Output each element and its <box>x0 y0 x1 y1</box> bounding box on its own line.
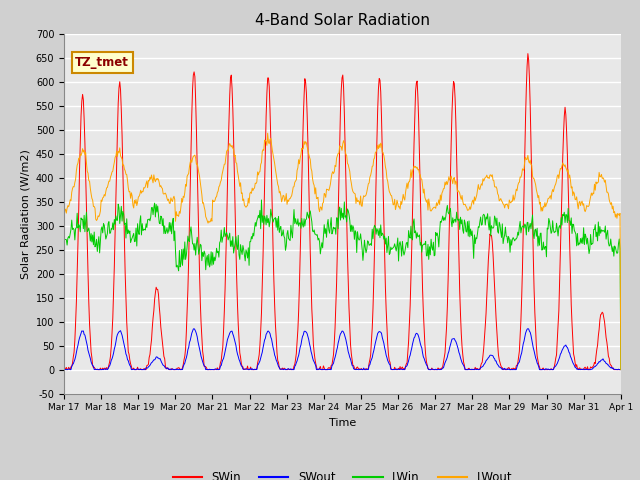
Y-axis label: Solar Radiation (W/m2): Solar Radiation (W/m2) <box>20 149 30 278</box>
SWout <box>524 326 532 332</box>
LWin <box>184 233 192 239</box>
SWin <box>411 113 419 119</box>
SWout <box>411 334 419 340</box>
LWin <box>411 230 419 236</box>
Text: TZ_tmet: TZ_tmet <box>75 56 129 69</box>
LWout <box>617 367 625 372</box>
SWin <box>524 51 532 57</box>
SWin <box>214 367 222 372</box>
SWout <box>428 367 435 372</box>
Line: LWin: LWin <box>64 200 621 370</box>
LWin <box>60 237 68 243</box>
Line: LWout: LWout <box>64 133 621 370</box>
Line: SWin: SWin <box>64 54 621 370</box>
LWout <box>60 215 68 221</box>
Title: 4-Band Solar Radiation: 4-Band Solar Radiation <box>255 13 430 28</box>
X-axis label: Time: Time <box>329 418 356 428</box>
LWin <box>214 250 221 255</box>
LWin <box>70 227 78 233</box>
SWout <box>71 357 79 362</box>
LWout <box>264 131 271 136</box>
LWin <box>617 367 625 372</box>
SWin <box>428 367 435 372</box>
SWin <box>185 256 193 262</box>
LWout <box>411 165 419 170</box>
SWout <box>185 345 193 350</box>
LWout <box>428 208 435 214</box>
Legend: SWin, SWout, LWin, LWout: SWin, SWout, LWin, LWout <box>168 466 517 480</box>
LWout <box>214 190 221 195</box>
SWout <box>617 367 625 372</box>
SWout <box>61 367 68 372</box>
SWout <box>60 367 68 372</box>
LWin <box>428 236 435 242</box>
SWin <box>60 366 68 372</box>
LWin <box>258 197 266 203</box>
LWin <box>127 237 135 242</box>
LWout <box>70 184 78 190</box>
SWin <box>71 337 79 343</box>
LWout <box>127 190 135 196</box>
SWin <box>61 367 68 372</box>
SWin <box>617 367 625 372</box>
SWin <box>128 367 136 372</box>
SWout <box>214 367 222 372</box>
Line: SWout: SWout <box>64 329 621 370</box>
SWout <box>128 367 136 372</box>
LWout <box>184 172 192 178</box>
